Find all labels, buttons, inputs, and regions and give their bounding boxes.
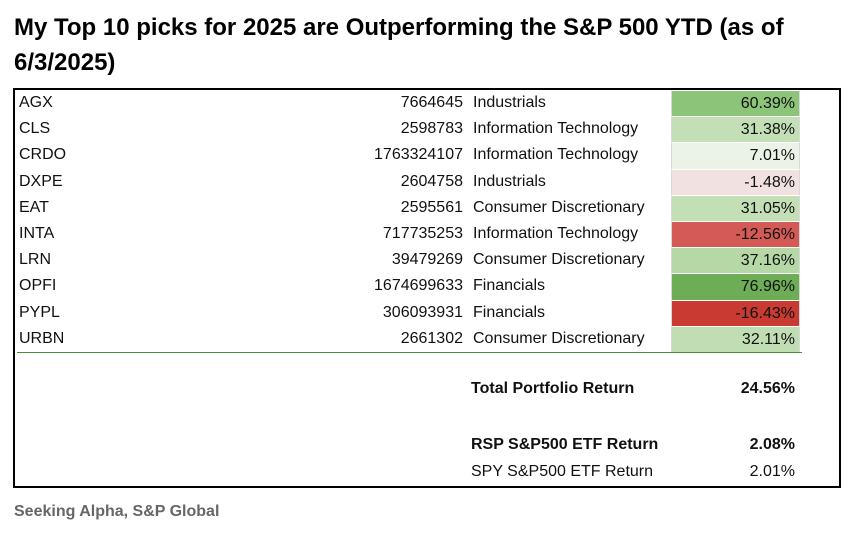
table-row: CRDO 1763324107 Information Technology 7.01…	[17, 142, 802, 169]
return-cell: 7.01%	[671, 142, 800, 169]
return-cell: 76.96%	[671, 273, 800, 300]
table-row: URBN 2661302 Consumer Discretionary 32.11%	[17, 325, 802, 352]
value-cell: 306093931	[382, 303, 463, 321]
ticker-cell: LRN	[19, 251, 52, 269]
value-cell: 1674699633	[374, 277, 463, 295]
value-cell: 1763324107	[374, 146, 463, 164]
sector-cell: Industrials	[473, 94, 546, 111]
sector-cell: Information Technology	[473, 120, 639, 138]
summary-value: 2.08%	[749, 436, 795, 453]
value-cell: 717735253	[382, 224, 463, 242]
returns-table: AGX 7664645 Industrials 60.39% CLS 2598783 Inf…	[17, 90, 802, 353]
ticker-cell: EAT	[19, 198, 49, 216]
table-row: OPFI 1674699633 Financials 76.96%	[17, 273, 802, 300]
summary-label: SPY S&P500 ETF Return	[471, 463, 654, 480]
sector-cell: Consumer Discretionary	[473, 198, 645, 216]
ticker-cell: CLS	[19, 120, 51, 138]
table-row: PYPL 306093931 Financials -16.43%	[17, 299, 802, 326]
return-cell: 32.11%	[671, 325, 800, 352]
sector-cell: Financials	[473, 277, 546, 295]
ticker-cell: AGX	[19, 94, 53, 111]
return-cell: -12.56%	[671, 220, 800, 248]
return-cell: -16.43%	[671, 299, 800, 326]
value-cell: 7664645	[400, 94, 463, 111]
return-cell: 37.16%	[671, 247, 800, 274]
table-row: CLS 2598783 Information Technology 31.38%	[17, 116, 802, 143]
ticker-cell: OPFI	[19, 277, 57, 295]
sector-cell: Information Technology	[473, 146, 639, 164]
returns-table-frame: AGX 7664645 Industrials 60.39% CLS 2598783 Inf…	[13, 88, 841, 488]
summary-label: Total Portfolio Return	[471, 380, 635, 397]
ticker-cell: URBN	[19, 329, 65, 347]
table-row: AGX 7664645 Industrials 60.39%	[17, 90, 802, 117]
chart-title: My Top 10 picks for 2025 are Outperformi…	[14, 14, 784, 76]
sector-cell: Consumer Discretionary	[473, 251, 645, 269]
table-row: LRN 39479269 Consumer Discretionary 37.16%	[17, 247, 802, 274]
sector-cell: Financials	[473, 303, 546, 321]
table-row: DXPE 2604758 Industrials -1.48%	[17, 168, 802, 195]
sector-cell: Consumer Discretionary	[473, 329, 645, 347]
sector-cell: Information Technology	[473, 224, 639, 242]
return-cell: 60.39%	[671, 90, 800, 117]
summary-value: 2.01%	[749, 463, 795, 480]
ticker-cell: CRDO	[19, 146, 67, 164]
ticker-cell: PYPL	[19, 303, 60, 321]
sector-cell: Industrials	[473, 172, 546, 190]
value-cell: 2598783	[400, 120, 463, 138]
ticker-cell: DXPE	[19, 172, 63, 190]
return-cell: -1.48%	[671, 168, 800, 195]
ticker-cell: INTA	[19, 224, 55, 242]
summary-label: RSP S&P500 ETF Return	[471, 436, 659, 453]
value-cell: 2595561	[400, 198, 463, 216]
summary-value: 24.56%	[740, 380, 795, 397]
return-cell: 31.05%	[671, 194, 800, 221]
value-cell: 39479269	[391, 251, 463, 269]
return-cell: 31.38%	[671, 116, 800, 143]
table-row: INTA 717735253 Information Technology -12.5…	[17, 220, 802, 248]
source-note: Seeking Alpha, S&P Global	[14, 503, 220, 520]
value-cell: 2661302	[400, 329, 463, 347]
value-cell: 2604758	[400, 172, 463, 190]
table-row: EAT 2595561 Consumer Discretionary 31.05%	[17, 194, 802, 221]
